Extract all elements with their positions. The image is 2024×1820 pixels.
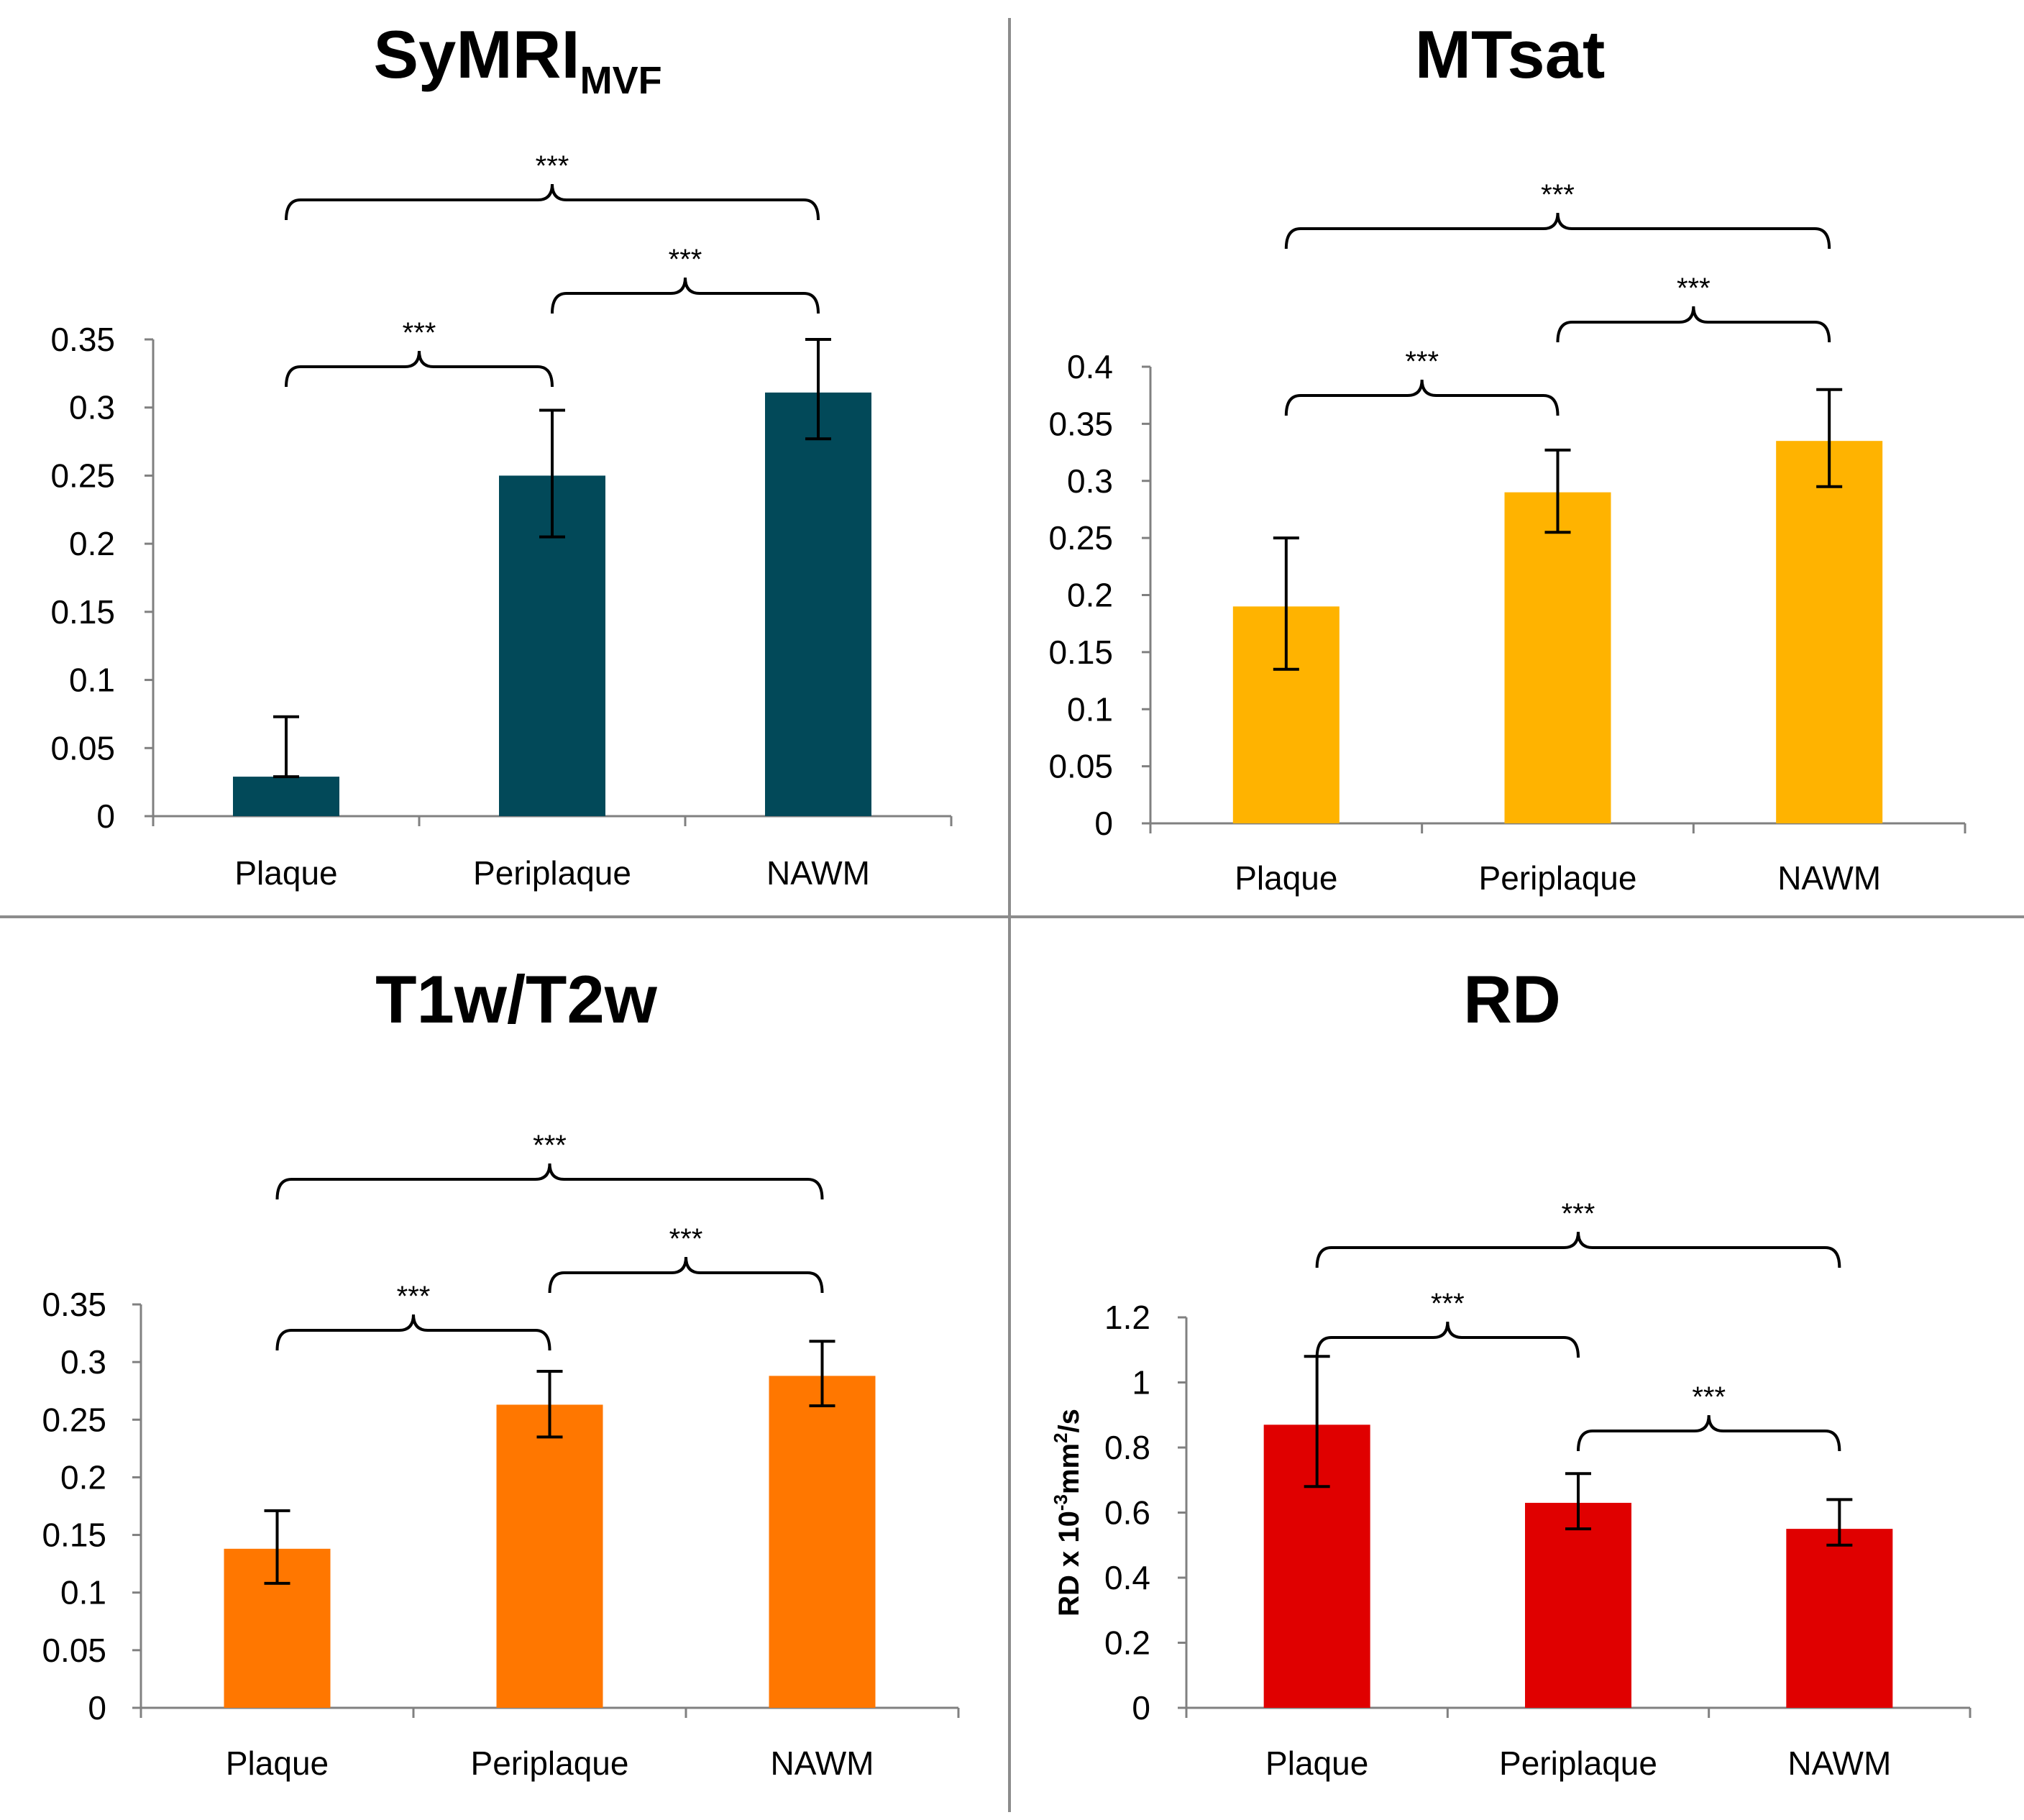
significance-label-1-1: *** [1677, 273, 1711, 304]
chart-0-ytick-label-5: 0.25 [50, 457, 115, 494]
chart-3-bar-2 [1786, 1529, 1893, 1708]
chart-0-ytick-label-1: 0.05 [50, 729, 115, 767]
chart-1-ytick-label-6: 0.3 [1067, 462, 1113, 500]
chart-2-bar-1 [496, 1404, 603, 1708]
significance-label-1-2: *** [1541, 179, 1575, 211]
chart-2-ytick-label-7: 0.35 [42, 1286, 106, 1323]
chart-2-title: T1w/T2w [375, 961, 658, 1037]
chart-2-ytick-label-2: 0.1 [60, 1574, 106, 1611]
chart-2-ytick-label-5: 0.25 [42, 1401, 106, 1438]
chart-3-ytick-label-1: 0.2 [1104, 1624, 1150, 1662]
chart-1-category-label-0: Plaque [1235, 859, 1337, 897]
chart-0-category-label-1: Periplaque [473, 854, 631, 892]
chart-3-title: RD [1463, 961, 1561, 1037]
chart-1-title: MTsat [1415, 17, 1606, 92]
chart-0-ytick-label-7: 0.35 [50, 321, 115, 358]
significance-brace-3-1 [1577, 1414, 1841, 1452]
chart-2-category-label-0: Plaque [226, 1744, 329, 1782]
chart-3-ytick-label-5: 1 [1132, 1364, 1150, 1401]
chart-2: T1w/T2w 0 0.05 0.1 0.15 0.2 0.25 0.3 0.35 Plaque P… [42, 961, 960, 1782]
chart-3-ytick-label-6: 1.2 [1104, 1299, 1150, 1336]
chart-0-title: SyMRIMVF [373, 17, 661, 102]
significance-brace-0-2 [285, 183, 820, 221]
chart-0-ytick-label-0: 0 [96, 797, 115, 835]
chart-1-ytick-label-1: 0.05 [1048, 748, 1113, 785]
chart-3-ytick-label-2: 0.4 [1104, 1559, 1150, 1596]
chart-1-category-label-2: NAWM [1777, 859, 1881, 897]
chart-2-ytick-label-4: 0.2 [60, 1458, 106, 1496]
chart-0-bar-0 [233, 777, 339, 816]
significance-label-0-1: *** [669, 244, 702, 275]
significance-brace-1-0 [1284, 379, 1560, 416]
chart-0-ytick-label-4: 0.2 [69, 525, 115, 562]
significance-brace-2-0 [275, 1314, 551, 1351]
chart-2-ytick-label-6: 0.3 [60, 1343, 106, 1381]
significance-brace-0-1 [551, 277, 820, 314]
chart-1-bar-1 [1504, 492, 1611, 823]
chart-3-ytick-label-0: 0 [1132, 1689, 1150, 1727]
significance-brace-1-1 [1556, 306, 1831, 343]
chart-3-y-axis-label: RD x 10-3mm2/s [1050, 1409, 1085, 1616]
chart-2-bar-2 [769, 1376, 876, 1708]
significance-brace-3-0 [1315, 1321, 1580, 1358]
significance-label-0-2: *** [536, 150, 569, 182]
chart-0-ytick-label-6: 0.3 [69, 389, 115, 426]
significance-label-3-2: *** [1562, 1198, 1595, 1230]
significance-brace-2-2 [275, 1163, 824, 1200]
significance-brace-0-0 [285, 350, 554, 388]
chart-1-ytick-label-2: 0.1 [1067, 690, 1113, 728]
chart-3-ytick-label-4: 0.8 [1104, 1429, 1150, 1466]
significance-brace-2-1 [548, 1256, 824, 1294]
chart-0: SyMRIMVF 0 0.05 0.1 0.15 0.2 0.25 0.3 0.35 Plaque… [50, 17, 953, 892]
significance-label-2-2: *** [533, 1130, 567, 1161]
chart-1-ytick-label-7: 0.35 [1048, 405, 1113, 442]
significance-label-3-0: *** [1431, 1288, 1465, 1320]
significance-label-3-1: *** [1692, 1381, 1726, 1413]
chart-1-ytick-label-5: 0.25 [1048, 519, 1113, 557]
chart-0-bar-2 [765, 392, 871, 816]
chart-1-bar-2 [1776, 441, 1883, 823]
significance-label-0-0: *** [403, 317, 436, 349]
chart-2-ytick-label-0: 0 [88, 1689, 106, 1727]
chart-0-category-label-0: Plaque [234, 854, 337, 892]
chart-3-category-label-0: Plaque [1265, 1744, 1368, 1782]
chart-1-ytick-label-0: 0 [1094, 805, 1113, 842]
chart-3-bar-1 [1525, 1502, 1631, 1708]
chart-1-ytick-label-4: 0.2 [1067, 577, 1113, 614]
significance-brace-3-2 [1315, 1231, 1841, 1268]
chart-1-category-label-1: Periplaque [1479, 859, 1637, 897]
significance-label-1-0: *** [1405, 346, 1439, 378]
chart-0-category-label-2: NAWM [766, 854, 870, 892]
significance-label-2-0: *** [397, 1281, 431, 1312]
chart-1-ytick-label-3: 0.15 [1048, 634, 1113, 671]
chart-0-ytick-label-3: 0.15 [50, 593, 115, 631]
chart-3-ytick-label-3: 0.6 [1104, 1494, 1150, 1532]
chart-3: RD 0 0.2 0.4 0.6 0.8 1 1.2 Plaque Periplaque NAWM R… [1050, 961, 1972, 1782]
chart-3-category-label-2: NAWM [1787, 1744, 1891, 1782]
significance-brace-1-2 [1284, 212, 1831, 250]
chart-2-ytick-label-3: 0.15 [42, 1517, 106, 1554]
charts-group: SyMRIMVF 0 0.05 0.1 0.15 0.2 0.25 0.3 0.35 Plaque… [42, 17, 1972, 1782]
chart-0-ytick-label-2: 0.1 [69, 662, 115, 699]
panel-dividers [0, 18, 2024, 1812]
chart-2-ytick-label-1: 0.05 [42, 1632, 106, 1669]
chart-1: MTsat 0 0.05 0.1 0.15 0.2 0.25 0.3 0.35 0.4 Plaque… [1048, 17, 1966, 897]
chart-2-category-label-1: Periplaque [471, 1744, 629, 1782]
chart-3-category-label-1: Periplaque [1499, 1744, 1657, 1782]
significance-label-2-1: *** [669, 1223, 703, 1255]
chart-1-ytick-label-8: 0.4 [1067, 348, 1113, 385]
chart-2-category-label-2: NAWM [771, 1744, 874, 1782]
